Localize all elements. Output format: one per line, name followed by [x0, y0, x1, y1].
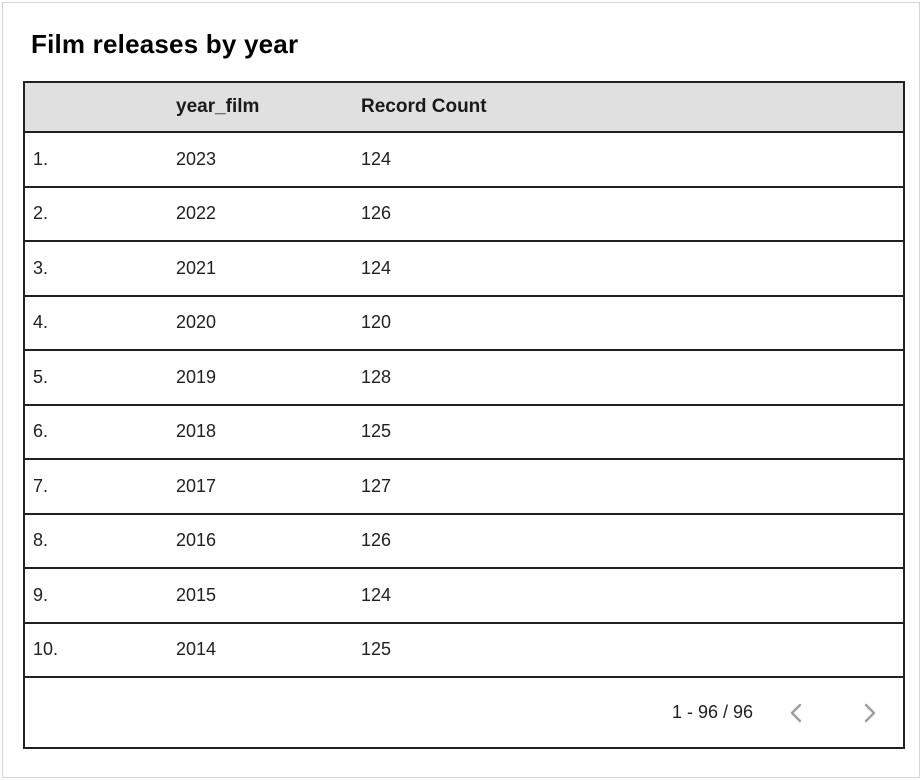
header-record-count[interactable]: Record Count — [361, 96, 487, 117]
year-film-cell: 2016 — [176, 530, 217, 551]
table-row: 2. 2022 126 — [25, 187, 903, 242]
record-count-cell: 125 — [361, 421, 392, 442]
row-index: 1. — [33, 148, 49, 169]
table-row: 10. 2014 125 — [25, 623, 903, 678]
table-header-row: year_film Record Count — [25, 83, 903, 133]
chevron-right-icon — [857, 701, 881, 725]
record-count-cell: 124 — [361, 148, 392, 169]
record-count-cell: 126 — [361, 203, 392, 224]
table-row: 8. 2016 126 — [25, 514, 903, 569]
pagination-range: 1 - 96 / 96 — [671, 702, 753, 722]
row-index: 5. — [33, 366, 49, 387]
record-count-cell: 128 — [361, 366, 392, 387]
table-row: 1. 2023 124 — [25, 133, 903, 188]
record-count-cell: 125 — [361, 639, 392, 660]
row-index: 8. — [33, 530, 49, 551]
table-row: 4. 2020 120 — [25, 296, 903, 351]
pagination-bar: 1 - 96 / 96 — [25, 678, 903, 747]
year-film-cell: 2014 — [176, 639, 217, 660]
data-table: year_film Record Count 1. 2023 124 2. 20… — [23, 81, 905, 749]
row-index: 4. — [33, 312, 49, 333]
row-index: 9. — [33, 584, 49, 605]
record-count-cell: 126 — [361, 530, 392, 551]
chevron-left-icon — [785, 701, 809, 725]
record-count-cell: 124 — [361, 257, 392, 278]
record-count-cell: 120 — [361, 312, 392, 333]
table-row: 5. 2019 128 — [25, 351, 903, 406]
record-count-cell: 124 — [361, 584, 392, 605]
header-year-film[interactable]: year_film — [176, 96, 260, 117]
table-row: 3. 2021 124 — [25, 242, 903, 297]
row-index: 10. — [33, 639, 59, 660]
year-film-cell: 2022 — [176, 203, 217, 224]
year-film-cell: 2015 — [176, 584, 217, 605]
year-film-cell: 2023 — [176, 148, 217, 169]
year-film-cell: 2017 — [176, 475, 217, 496]
table-row: 7. 2017 127 — [25, 460, 903, 515]
table-row: 9. 2015 124 — [25, 569, 903, 624]
year-film-cell: 2018 — [176, 421, 217, 442]
record-count-cell: 127 — [361, 475, 392, 496]
table-row: 6. 2018 125 — [25, 405, 903, 460]
row-index: 2. — [33, 203, 49, 224]
year-film-cell: 2020 — [176, 312, 217, 333]
row-index: 6. — [33, 421, 49, 442]
next-page-button[interactable] — [847, 691, 891, 735]
year-film-cell: 2019 — [176, 366, 217, 387]
row-index: 7. — [33, 475, 49, 496]
year-film-cell: 2021 — [176, 257, 217, 278]
chart-title: Film releases by year — [31, 29, 299, 59]
row-index: 3. — [33, 257, 49, 278]
prev-page-button[interactable] — [775, 691, 819, 735]
